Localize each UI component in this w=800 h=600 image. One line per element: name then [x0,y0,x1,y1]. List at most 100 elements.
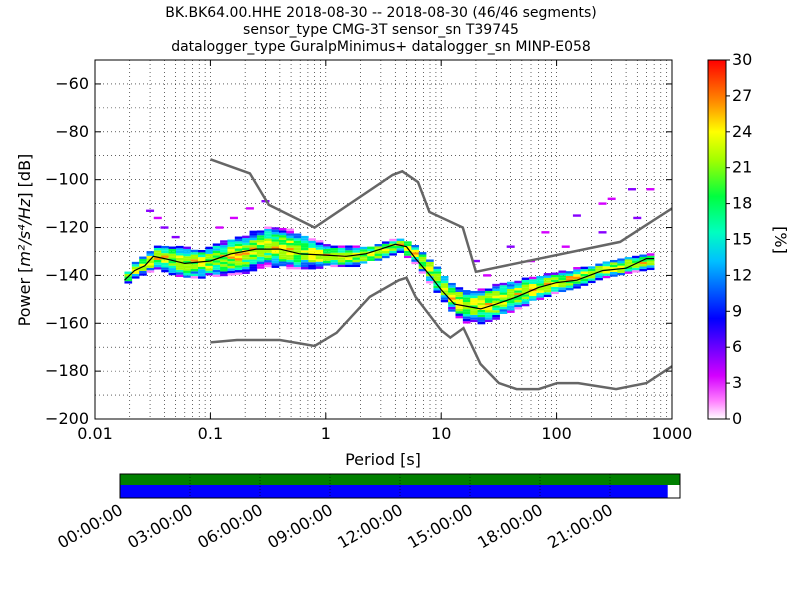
x-tick-label: 100 [541,424,572,443]
density-cell [308,247,317,251]
density-cell [514,307,523,310]
density-cell [595,277,603,281]
density-cell [301,235,309,239]
density-cell [249,247,258,250]
density-cell [227,242,236,245]
density-cell [624,266,633,270]
density-cell [536,290,545,293]
density-cell [308,250,317,253]
density-cell [249,235,258,238]
density-cell [477,312,486,315]
density-cell [220,261,228,265]
density-cell [396,248,405,251]
density-cell [374,255,383,259]
density-cell [448,294,456,298]
density-cell [242,245,250,248]
density-cell [183,268,191,271]
density-cell [153,264,162,268]
density-cell [543,294,552,298]
density-cell [330,262,339,265]
density-cell [249,230,258,234]
density-cell [293,247,302,251]
density-cell [543,282,552,286]
density-cell [293,264,302,268]
density-cell [168,248,177,252]
density-cell [315,252,324,255]
density-cell [293,267,302,270]
density-cell [529,276,537,280]
density-cell [198,259,206,262]
density-cell [433,280,442,284]
density-cell [256,261,265,264]
density-cell [359,258,368,262]
density-cell [315,264,324,267]
density-cell [411,247,420,250]
density-cell [529,283,537,287]
density-cell [330,259,339,263]
density-cell [198,266,206,270]
density-cell [286,262,294,265]
colorbar-tick-label: 15 [732,230,752,249]
x-tick-label: 1 [321,424,331,443]
density-cell [146,251,155,254]
density-cell [256,252,265,255]
density-cell [315,247,324,250]
density-cell [471,259,480,263]
density-cell [256,256,265,260]
density-cell [249,268,258,272]
density-cell [352,255,361,258]
colorbar [707,59,727,420]
density-cell [352,252,361,256]
density-cell [440,297,449,300]
density-cell [646,262,655,266]
density-cell [160,226,169,229]
timeline-tick-label: 03:00:00 [124,500,196,552]
y-axis-label-suffix: ] [dB] [15,154,34,199]
density-cell [639,266,648,269]
density-cell [506,298,515,301]
density-cell [161,265,169,268]
density-cell [455,299,464,302]
density-cell [440,287,449,291]
density-cell [264,228,272,232]
density-cell [308,262,317,265]
density-cell [632,267,640,271]
density-cell [242,240,250,243]
density-cell [227,273,236,276]
density-cell [256,254,265,257]
density-cell [124,271,133,274]
density-cell [536,288,545,291]
density-cell [646,188,655,191]
density-cell [205,261,214,264]
density-cell [301,259,309,263]
density-cell [433,290,442,293]
density-cell [514,299,523,303]
density-cell [345,257,353,260]
density-cell [352,257,361,260]
noise-model-low [210,276,672,391]
density-cell [131,273,140,277]
density-cell [271,255,280,259]
density-cell [506,303,515,306]
density-cell [345,247,353,251]
density-cell [175,250,184,254]
density-cell [426,281,434,284]
density-cell [161,253,169,256]
density-cell [543,273,552,276]
density-cell [558,289,567,293]
density-cell [440,290,449,293]
density-cell [256,230,265,233]
density-cell [131,271,140,274]
density-cell [484,293,493,296]
density-cell [477,314,486,318]
density-cell [367,248,375,252]
density-cell [212,267,221,270]
density-cell [352,262,361,265]
density-cell [227,246,236,250]
density-cell [168,258,177,261]
density-cell [536,278,545,281]
density-cell [131,266,140,270]
density-cell [278,235,287,238]
density-cell [301,250,309,253]
density-cell [315,244,324,248]
